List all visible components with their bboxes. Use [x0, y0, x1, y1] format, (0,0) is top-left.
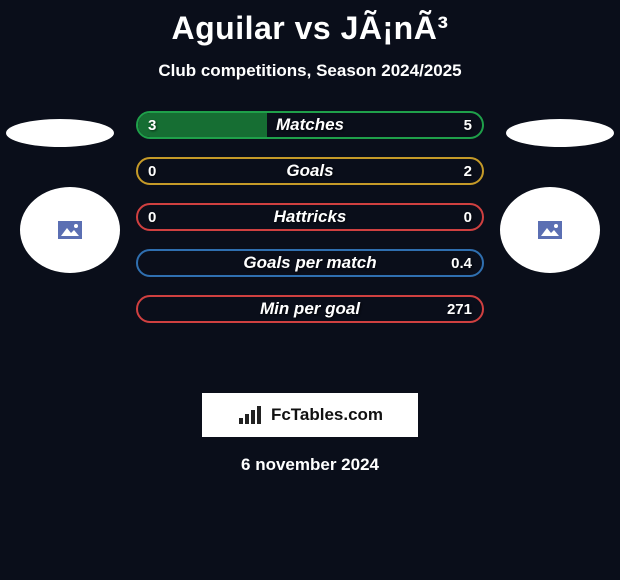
player-right-placeholder-icon — [538, 221, 562, 239]
player-right-avatar — [500, 187, 600, 273]
stat-label: Hattricks — [138, 207, 482, 227]
comparison-area: 3Matches50Goals20Hattricks0Goals per mat… — [0, 121, 620, 381]
stat-right-value: 0 — [464, 209, 472, 226]
stat-label: Goals per match — [138, 253, 482, 273]
stat-bar: 3Matches5 — [136, 111, 484, 139]
stat-label: Goals — [138, 161, 482, 181]
date-label: 6 november 2024 — [0, 455, 620, 475]
stat-label: Matches — [138, 115, 482, 135]
brand-logo-icon — [237, 404, 265, 426]
stat-bars: 3Matches50Goals20Hattricks0Goals per mat… — [136, 111, 484, 341]
stat-bar: 0Goals2 — [136, 157, 484, 185]
player-left-placeholder-icon — [58, 221, 82, 239]
stat-bar: Min per goal271 — [136, 295, 484, 323]
player-left-avatar — [20, 187, 120, 273]
player-left-ellipse — [6, 119, 114, 147]
page-title: Aguilar vs JÃ¡nÃ³ — [0, 0, 620, 47]
stat-bar: Goals per match0.4 — [136, 249, 484, 277]
subtitle: Club competitions, Season 2024/2025 — [0, 61, 620, 81]
player-right-ellipse — [506, 119, 614, 147]
stat-bar: 0Hattricks0 — [136, 203, 484, 231]
stat-right-value: 0.4 — [451, 255, 472, 272]
brand-badge[interactable]: FcTables.com — [202, 393, 418, 437]
stat-right-value: 2 — [464, 163, 472, 180]
stat-right-value: 271 — [447, 301, 472, 318]
brand-text: FcTables.com — [271, 405, 383, 425]
stat-label: Min per goal — [138, 299, 482, 319]
stat-right-value: 5 — [464, 117, 472, 134]
